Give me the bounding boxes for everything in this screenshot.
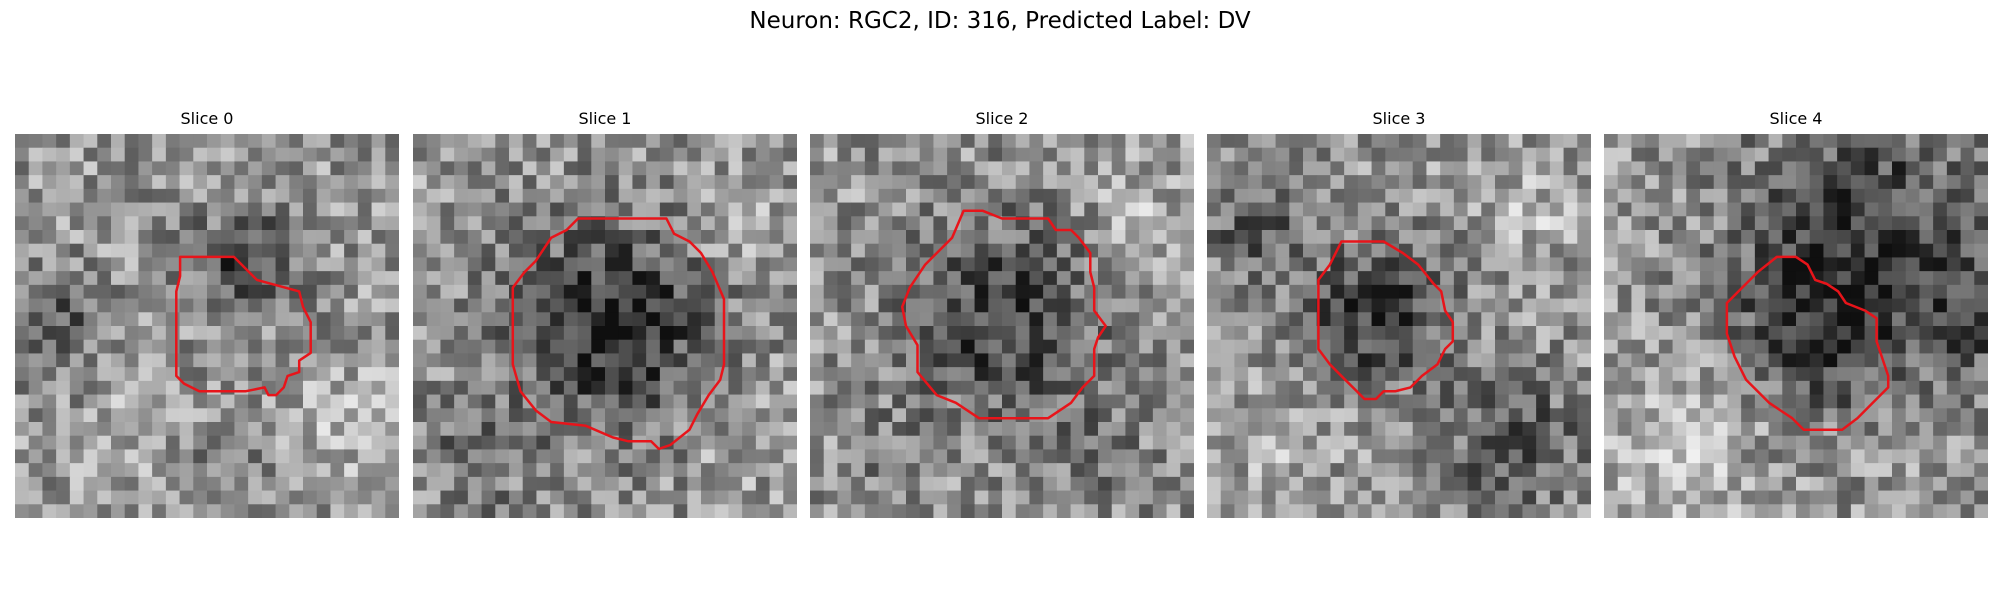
cell-contour-3 <box>1317 240 1455 401</box>
cell-contour-0 <box>175 255 312 397</box>
pixel-grid <box>810 134 1194 518</box>
pixel-grid <box>413 134 797 518</box>
slice-panel-3: Slice 3 <box>1207 108 1591 518</box>
cell-contour-1 <box>511 217 726 451</box>
pixel-grid <box>15 134 399 518</box>
slice-title-4: Slice 4 <box>1769 109 1823 128</box>
cell-contour-4 <box>1725 255 1890 431</box>
slice-image-1 <box>413 134 797 518</box>
slice-image-4 <box>1604 134 1988 518</box>
slice-title-2: Slice 2 <box>975 109 1029 128</box>
slice-image-2 <box>810 134 1194 518</box>
slice-image-3 <box>1207 134 1591 518</box>
slice-title-1: Slice 1 <box>578 109 632 128</box>
cell-contour-2 <box>900 209 1107 420</box>
slice-image-0 <box>15 134 399 518</box>
pixel-grid <box>1207 134 1591 518</box>
slice-panel-1: Slice 1 <box>413 108 797 518</box>
slice-panel-0: Slice 0 <box>15 108 399 518</box>
slice-panel-4: Slice 4 <box>1604 108 1988 518</box>
pixel-grid <box>1604 134 1988 518</box>
slice-title-0: Slice 0 <box>180 109 234 128</box>
slice-title-3: Slice 3 <box>1372 109 1426 128</box>
slice-panel-2: Slice 2 <box>810 108 1194 518</box>
figure-title: Neuron: RGC2, ID: 316, Predicted Label: … <box>749 8 1251 34</box>
